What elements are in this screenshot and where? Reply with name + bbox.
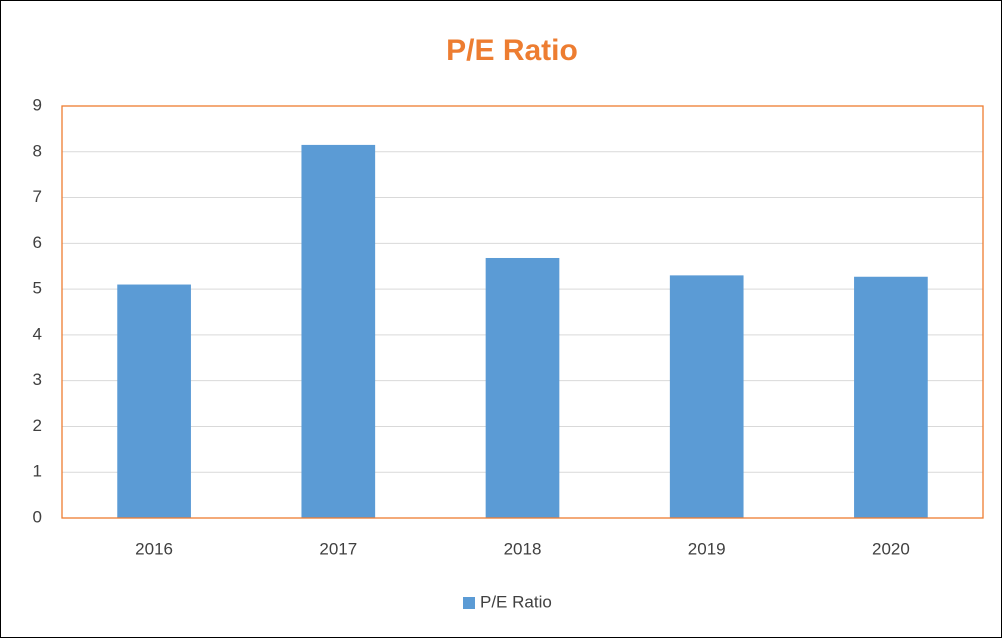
bar xyxy=(117,284,191,518)
y-tick-label: 3 xyxy=(33,370,42,389)
y-tick-label: 4 xyxy=(33,324,42,343)
y-tick-label: 8 xyxy=(33,141,42,160)
bar xyxy=(485,257,560,518)
y-tick-label: 5 xyxy=(33,279,42,298)
y-tick-label: 1 xyxy=(33,462,42,481)
bar xyxy=(301,144,376,518)
x-tick-label: 2017 xyxy=(319,539,357,558)
y-tick-label: 7 xyxy=(33,187,42,206)
y-tick-label: 9 xyxy=(33,95,42,114)
bar xyxy=(854,276,928,518)
plot-border xyxy=(61,105,984,519)
legend-label: P/E Ratio xyxy=(480,592,552,611)
y-tick-label: 6 xyxy=(33,233,42,252)
chart-title: P/E Ratio xyxy=(446,34,578,67)
legend-swatch xyxy=(463,597,475,609)
x-tick-label: 2018 xyxy=(504,539,542,558)
x-tick-label: 2019 xyxy=(688,539,726,558)
x-tick-label: 2016 xyxy=(135,539,173,558)
y-tick-label: 2 xyxy=(33,416,42,435)
y-tick-label: 0 xyxy=(33,507,42,526)
bar xyxy=(669,275,744,518)
x-tick-label: 2020 xyxy=(872,539,910,558)
